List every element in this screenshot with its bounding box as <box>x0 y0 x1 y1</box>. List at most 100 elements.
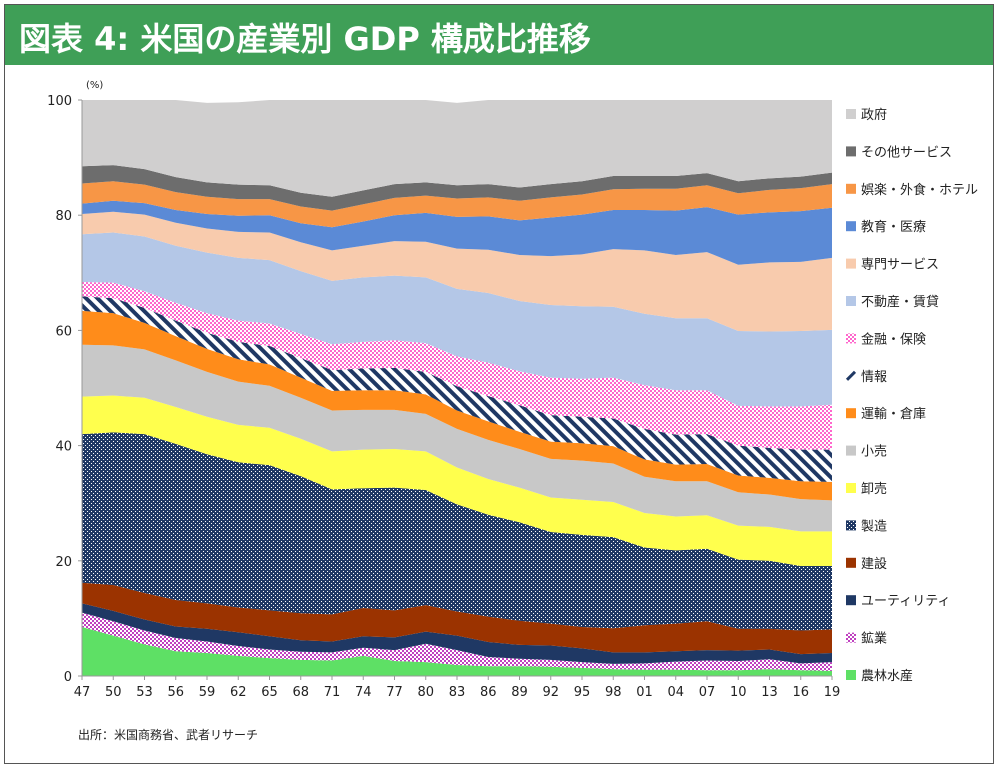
x-tick-label: 95 <box>574 685 591 700</box>
legend-swatch <box>846 445 856 456</box>
x-tick-label: 07 <box>699 685 716 700</box>
area-series-1 <box>82 612 832 671</box>
x-tick-label: 86 <box>480 685 497 700</box>
legend-swatch <box>846 483 856 493</box>
legend-swatch <box>846 557 856 568</box>
x-tick-label: 59 <box>199 685 216 700</box>
x-tick-label: 04 <box>667 685 684 700</box>
area-series-11 <box>82 211 832 332</box>
legend-item: 小売 <box>846 444 887 460</box>
area-series-9 <box>82 282 832 450</box>
x-tick-label: 56 <box>167 685 184 700</box>
x-tick-label: 13 <box>761 685 778 700</box>
legend-swatch <box>846 258 856 269</box>
y-tick-label: 20 <box>55 555 72 570</box>
legend-label: 建設 <box>861 556 887 572</box>
x-tick-label: 74 <box>355 685 372 700</box>
x-tick-label: 65 <box>261 685 278 700</box>
x-tick-label: 16 <box>792 685 809 700</box>
legend-item: 専門サービス <box>846 258 939 273</box>
legend-swatch <box>846 183 856 194</box>
legend-label: 金融・保険 <box>861 331 926 347</box>
legend-swatch <box>846 632 856 643</box>
legend-item: 不動産・賃貸 <box>846 294 939 310</box>
legend-swatch <box>846 595 856 606</box>
x-tick-label: 77 <box>386 685 403 700</box>
legend-item: ユーティリティ <box>846 594 950 609</box>
area-series-0 <box>82 627 832 676</box>
legend-swatch <box>846 408 856 419</box>
legend-label: 鉱業 <box>861 631 887 647</box>
area-series-6 <box>82 344 832 532</box>
legend-item: 金融・保険 <box>846 331 926 347</box>
legend-swatch <box>846 670 856 680</box>
legend-item: 製造 <box>846 519 887 534</box>
area-series-15 <box>82 100 832 197</box>
legend-item: 農林水産 <box>846 668 913 684</box>
y-tick-label: 60 <box>55 324 72 339</box>
source-note: 出所：米国商務省、武者リサーチ <box>78 728 259 742</box>
x-tick-label: 53 <box>136 685 153 700</box>
legend-item: 教育・医療 <box>846 219 926 235</box>
legend-label: 不動産・賃貸 <box>861 294 939 310</box>
legend-label: 情報 <box>861 370 887 385</box>
legend-label: 小売 <box>861 444 887 460</box>
legend-item: その他サービス <box>846 145 952 160</box>
x-tick-label: 83 <box>449 685 466 700</box>
x-tick-label: 80 <box>417 685 434 700</box>
x-tick-label: 10 <box>730 685 747 700</box>
area-series-12 <box>82 200 832 265</box>
legend-label: 卸売 <box>861 481 887 497</box>
legend-label: 政府 <box>861 108 887 123</box>
figure-title: 図表 4: 米国の産業別 GDP 構成比推移 <box>19 20 591 58</box>
y-tick-label: 80 <box>55 209 72 224</box>
legend-label: 運輸・倉庫 <box>861 407 926 422</box>
legend-label: 製造 <box>861 519 887 534</box>
legend-label: その他サービス <box>861 145 952 160</box>
y-tick-label: 100 <box>47 94 72 109</box>
x-tick-label: 71 <box>324 685 341 700</box>
area-series-4 <box>82 432 832 631</box>
x-tick-label: 62 <box>230 685 247 700</box>
legend-swatch <box>845 370 857 381</box>
legend-item: 運輸・倉庫 <box>846 407 926 422</box>
area-series-8 <box>82 296 832 482</box>
x-tick-label: 19 <box>824 685 841 700</box>
legend-swatch <box>846 109 856 119</box>
legend-item: 卸売 <box>846 481 887 497</box>
x-tick-label: 68 <box>292 685 309 700</box>
title-bar: 図表 4: 米国の産業別 GDP 構成比推移 <box>5 5 993 65</box>
legend-item: 娯楽・外食・ホテル <box>846 182 978 198</box>
x-tick-label: 92 <box>542 685 559 700</box>
y-tick-label: 40 <box>55 440 72 455</box>
x-tick-label: 98 <box>605 685 622 700</box>
legend-item: 鉱業 <box>846 631 887 647</box>
legend-swatch <box>846 333 856 344</box>
area-series-7 <box>82 310 832 501</box>
area-series-10 <box>82 232 832 407</box>
legend-label: 農林水産 <box>861 668 913 684</box>
legend-label: 専門サービス <box>861 258 939 273</box>
legend-swatch <box>846 146 856 157</box>
legend-item: 政府 <box>846 108 887 123</box>
legend-label: 教育・医療 <box>861 219 926 235</box>
legend-item: 情報 <box>845 370 887 385</box>
legend-label: ユーティリティ <box>861 594 950 609</box>
legend-swatch <box>846 520 856 531</box>
legend-label: 娯楽・外食・ホテル <box>861 182 978 198</box>
area-series-5 <box>82 395 832 566</box>
y-unit-label: (%) <box>86 80 103 91</box>
x-tick-label: 89 <box>511 685 528 700</box>
legend-swatch <box>846 221 856 232</box>
x-tick-label: 01 <box>636 685 653 700</box>
area-series-3 <box>82 582 832 655</box>
legend-swatch <box>846 296 856 306</box>
x-tick-label: 50 <box>105 685 122 700</box>
area-series-14 <box>82 165 832 211</box>
y-tick-label: 0 <box>64 670 72 685</box>
x-tick-label: 47 <box>74 685 91 700</box>
area-series-13 <box>82 181 832 228</box>
legend-item: 建設 <box>846 556 887 572</box>
area-series-2 <box>82 603 832 664</box>
